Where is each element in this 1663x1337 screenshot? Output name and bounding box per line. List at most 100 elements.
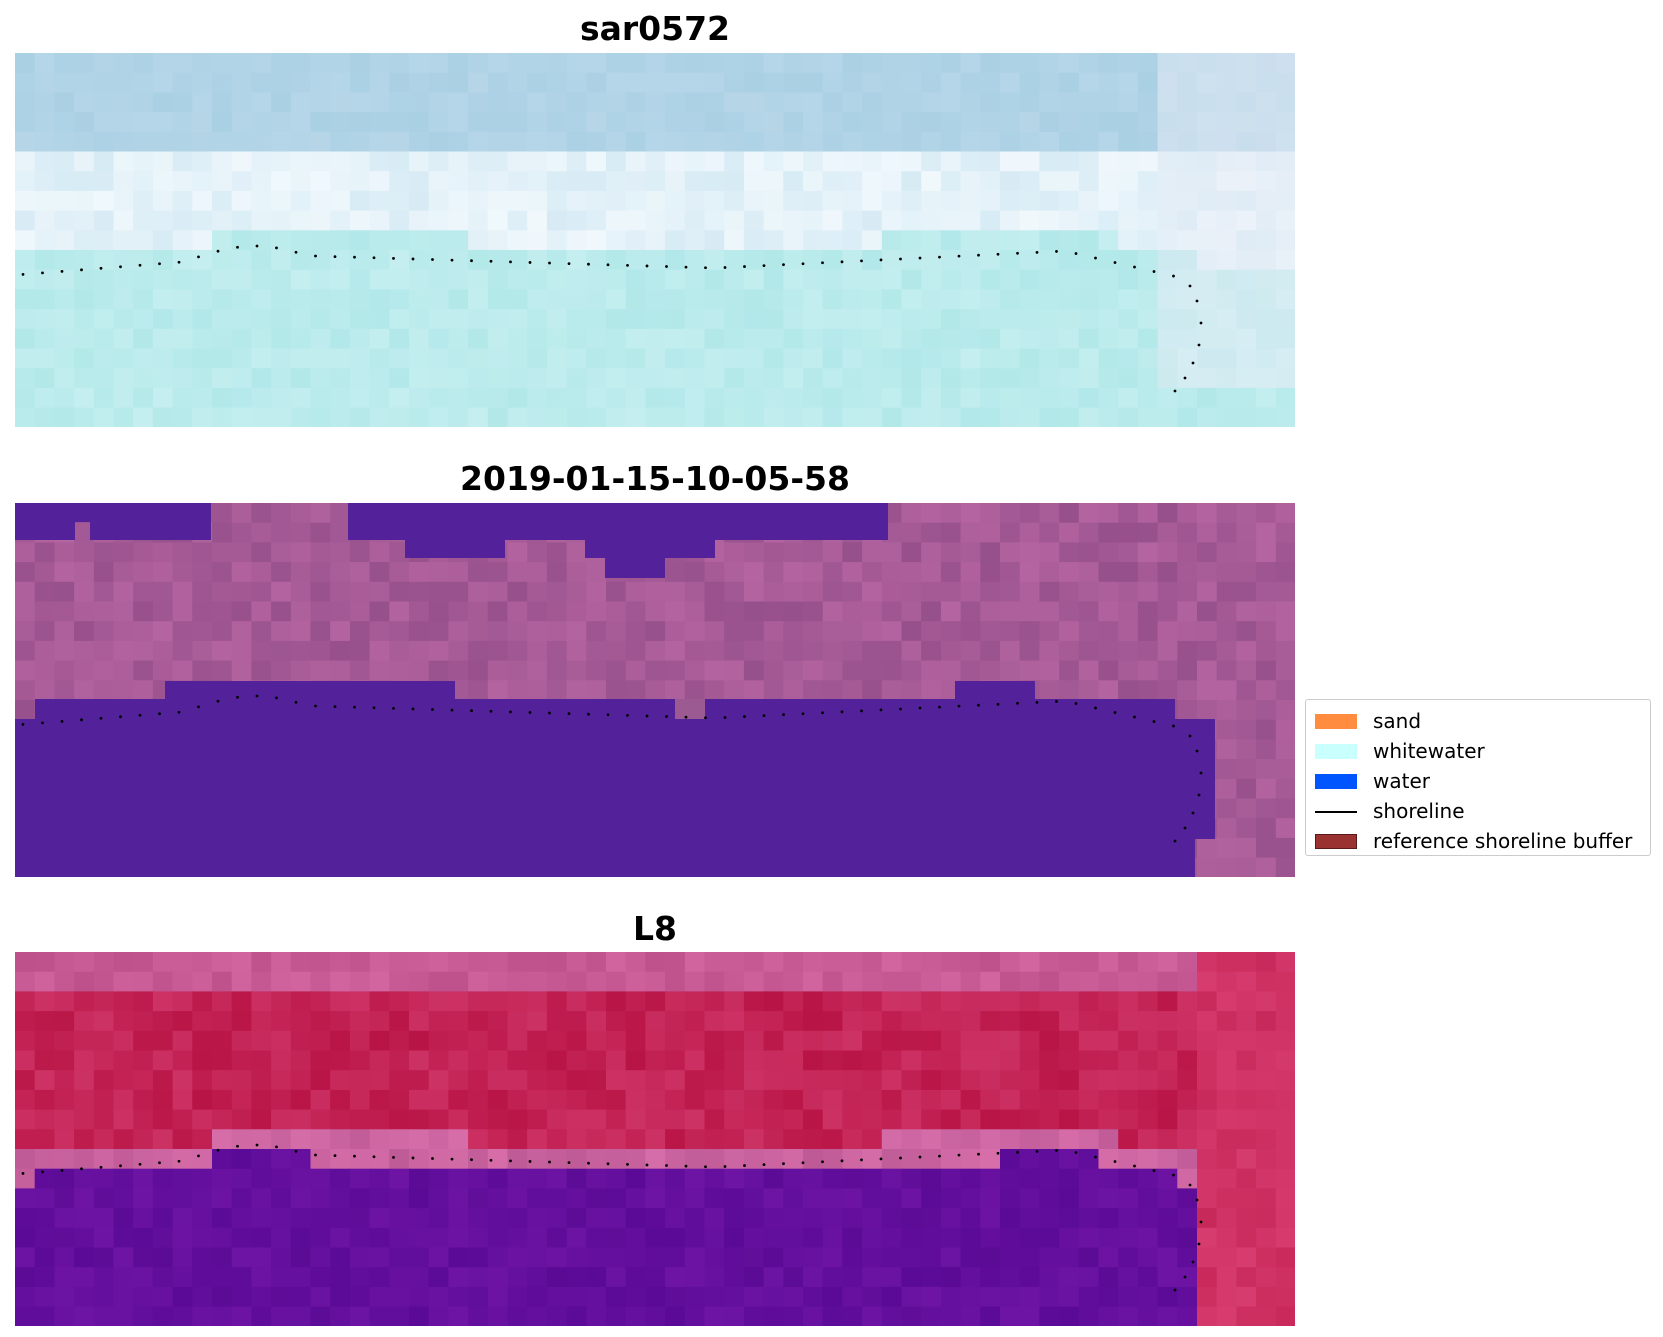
sar-pixel xyxy=(1236,348,1257,369)
l8-pixel xyxy=(1019,1149,1040,1170)
l8-pixel xyxy=(1157,991,1178,1012)
class-pixel xyxy=(15,542,36,563)
l8-pixel xyxy=(704,1208,725,1229)
sar-pixel xyxy=(921,289,942,310)
sar-pixel xyxy=(271,269,292,290)
l8-pixel xyxy=(15,1208,36,1229)
sar-pixel xyxy=(881,131,902,152)
l8-pixel xyxy=(1118,1306,1139,1326)
l8-pixel xyxy=(330,1089,351,1111)
class-pixel xyxy=(113,562,134,583)
sar-pixel xyxy=(586,53,607,74)
l8-pixel xyxy=(1216,991,1237,1012)
class-pixel xyxy=(1118,581,1139,602)
sar-pixel xyxy=(1078,230,1099,251)
sar-pixel xyxy=(1137,368,1159,389)
sar-pixel xyxy=(310,348,331,369)
l8-pixel xyxy=(54,1030,75,1051)
shoreline-point xyxy=(743,1164,746,1167)
l8-pixel xyxy=(980,1149,1001,1170)
class-pixel xyxy=(54,640,75,662)
shoreline-point xyxy=(1183,826,1187,830)
l8-pixel xyxy=(330,1070,351,1091)
l8-pixel xyxy=(625,991,646,1012)
l8-pixel xyxy=(527,1149,548,1170)
l8-pixel xyxy=(842,1227,863,1248)
sar-pixel xyxy=(1059,72,1080,93)
sar-pixel xyxy=(783,72,804,93)
sar-pixel xyxy=(980,328,1001,349)
sar-pixel xyxy=(1078,151,1099,172)
class-pixel xyxy=(212,522,233,543)
shoreline-point xyxy=(1074,252,1078,255)
l8-pixel xyxy=(113,952,134,973)
l8-pixel xyxy=(980,1188,1001,1209)
shoreline-point xyxy=(782,263,785,267)
sar-pixel xyxy=(783,289,804,310)
class-pixel xyxy=(1197,542,1218,563)
l8-pixel xyxy=(546,1070,568,1091)
sar-pixel xyxy=(743,230,765,251)
class-pixel xyxy=(1216,503,1237,524)
sar-pixel xyxy=(546,328,568,349)
sar-pixel xyxy=(290,171,311,192)
l8-pixel xyxy=(152,1070,174,1091)
l8-pixel xyxy=(1118,1247,1139,1268)
l8-pixel xyxy=(1118,1168,1139,1189)
sar-pixel xyxy=(901,407,922,427)
l8-pixel xyxy=(724,1267,745,1288)
sar-pixel xyxy=(546,190,568,212)
sar-pixel xyxy=(684,269,705,290)
sar-pixel xyxy=(231,53,252,74)
sar-pixel xyxy=(152,171,174,192)
sar-pixel xyxy=(940,131,962,152)
l8-pixel xyxy=(74,1227,95,1248)
class-pixel xyxy=(1118,503,1139,524)
l8-pixel xyxy=(192,1109,213,1130)
l8-pixel xyxy=(113,1168,134,1189)
l8-pixel xyxy=(763,1247,784,1268)
l8-pixel xyxy=(1197,1208,1218,1229)
l8-pixel xyxy=(1236,1129,1257,1150)
sar-pixel xyxy=(1098,210,1119,231)
sar-pixel xyxy=(724,407,745,427)
sar-pixel xyxy=(1197,190,1218,212)
l8-pixel xyxy=(389,1030,410,1051)
sar-pixel xyxy=(527,387,548,409)
class-pixel xyxy=(310,621,331,642)
sar-pixel xyxy=(901,289,922,310)
sar-pixel xyxy=(74,112,95,133)
l8-pixel xyxy=(1039,1286,1060,1308)
l8-pixel xyxy=(586,1168,607,1189)
l8-pixel xyxy=(133,1188,154,1209)
sar-pixel xyxy=(862,407,883,427)
class-pixel xyxy=(1059,621,1080,642)
l8-pixel xyxy=(625,1306,646,1326)
l8-pixel xyxy=(980,1168,1001,1189)
l8-pixel xyxy=(133,1070,154,1091)
sar-pixel xyxy=(1275,407,1295,427)
sar-pixel xyxy=(566,269,587,290)
l8-pixel xyxy=(1019,1129,1040,1150)
class-pixel xyxy=(625,621,646,642)
l8-pixel xyxy=(409,1208,430,1229)
sar-pixel xyxy=(133,250,154,271)
sar-pixel xyxy=(409,131,430,152)
shoreline-point xyxy=(1195,299,1199,303)
class-pixel xyxy=(743,562,765,583)
sar-pixel xyxy=(862,112,883,133)
sar-pixel xyxy=(803,92,824,113)
l8-pixel xyxy=(822,1286,843,1308)
sar-pixel xyxy=(428,407,449,427)
l8-pixel xyxy=(783,1267,804,1288)
sar-pixel xyxy=(704,368,725,389)
sar-pixel xyxy=(507,171,528,192)
l8-pixel xyxy=(724,1306,745,1326)
l8-pixel xyxy=(448,1070,469,1091)
l8-pixel xyxy=(862,1070,883,1091)
sar-pixel xyxy=(448,289,469,310)
sar-pixel xyxy=(606,190,627,212)
sar-pixel xyxy=(1098,72,1119,93)
sar-pixel xyxy=(1275,250,1295,271)
sar-pixel xyxy=(1098,53,1119,74)
